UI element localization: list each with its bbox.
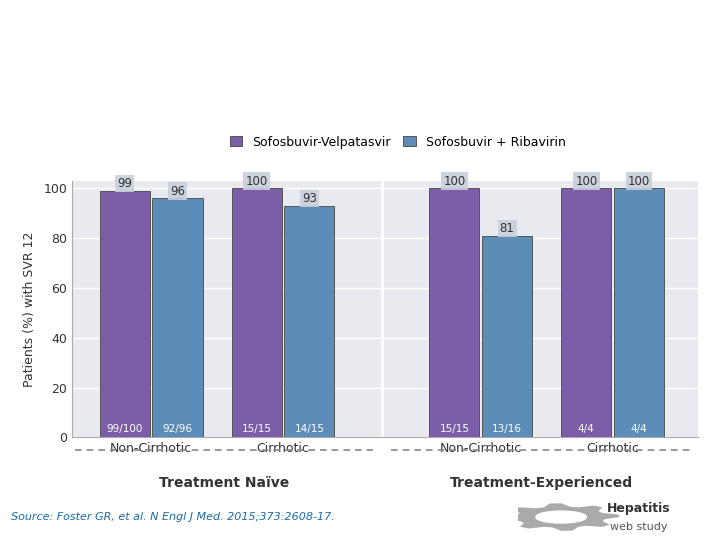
Bar (482, 235, 532, 437)
Text: Sofosbuvir-Velpatasvir in HCV Genotype 2: Sofosbuvir-Velpatasvir in HCV Genotype 2 (18, 31, 512, 51)
Text: Hepatitis: Hepatitis (607, 502, 671, 515)
Text: 13/16: 13/16 (492, 424, 522, 434)
Bar (153, 198, 202, 437)
Text: Treatment Naïve: Treatment Naïve (158, 476, 289, 490)
Text: 81: 81 (500, 222, 515, 235)
Text: 4/4: 4/4 (578, 424, 595, 434)
Legend: Sofosbuvir-Velpatasvir, Sofosbuvir + Ribavirin: Sofosbuvir-Velpatasvir, Sofosbuvir + Rib… (225, 131, 571, 154)
Text: 100: 100 (628, 174, 650, 187)
Bar (429, 188, 480, 437)
Text: ASTRAL-2: Results: ASTRAL-2: Results (18, 87, 235, 107)
Text: 100: 100 (444, 174, 466, 187)
Bar (99, 191, 150, 437)
Text: Source: Foster GR, et al. N Engl J Med. 2015;373:2608-17.: Source: Foster GR, et al. N Engl J Med. … (11, 512, 335, 522)
Polygon shape (503, 503, 619, 531)
Text: 100: 100 (575, 174, 598, 187)
Bar (562, 188, 611, 437)
Circle shape (536, 511, 587, 523)
Text: 99: 99 (117, 177, 132, 190)
Text: 15/15: 15/15 (439, 424, 469, 434)
Text: Treatment-Experienced: Treatment-Experienced (450, 476, 633, 490)
Text: 93: 93 (302, 192, 317, 205)
Y-axis label: Patients (%) with SVR 12: Patients (%) with SVR 12 (23, 232, 36, 387)
Text: 15/15: 15/15 (242, 424, 271, 434)
Text: 99/100: 99/100 (107, 424, 143, 434)
Text: 4/4: 4/4 (631, 424, 647, 434)
Text: 92/96: 92/96 (163, 424, 192, 434)
Text: 14/15: 14/15 (294, 424, 325, 434)
Text: web study: web study (610, 522, 667, 532)
Bar (232, 188, 282, 437)
Text: ASTRAL-2: SVR12 Results by Cirrhosis & Treatment Experience: ASTRAL-2: SVR12 Results by Cirrhosis & T… (13, 148, 533, 163)
Text: 100: 100 (246, 174, 268, 187)
Bar (614, 188, 664, 437)
Bar (284, 206, 334, 437)
Text: 96: 96 (170, 185, 185, 198)
